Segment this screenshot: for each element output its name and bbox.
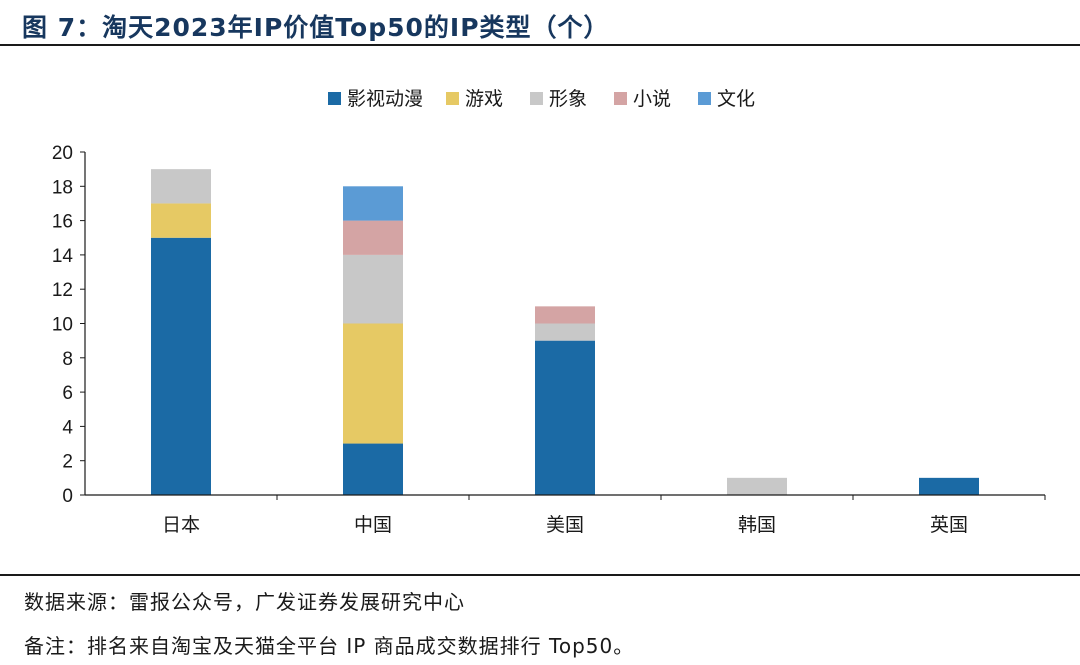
x-tick-label: 英国 bbox=[930, 514, 968, 536]
bar-1-series-2 bbox=[151, 203, 211, 238]
chart-legend: 影视动漫 游戏 形象 小说 文化 bbox=[328, 88, 755, 110]
legend-item-4: 小说 bbox=[614, 88, 671, 110]
bar-5-series-1 bbox=[919, 477, 979, 495]
bar-3-series-4 bbox=[535, 306, 595, 324]
legend-item-3: 形象 bbox=[530, 88, 587, 110]
bar-1-series-3 bbox=[151, 169, 211, 204]
x-tick-label: 美国 bbox=[546, 514, 584, 536]
title-divider bbox=[0, 44, 1080, 46]
bar-2-series-4 bbox=[343, 220, 403, 255]
legend-swatch bbox=[530, 92, 543, 105]
y-tick-label: 0 bbox=[62, 486, 73, 507]
x-tick-label: 日本 bbox=[162, 514, 200, 536]
y-tick-label: 20 bbox=[52, 143, 73, 164]
legend-swatch bbox=[698, 92, 711, 105]
bar-1-series-1 bbox=[151, 237, 211, 495]
bar-3-series-3 bbox=[535, 323, 595, 341]
legend-swatch bbox=[328, 92, 341, 105]
legend-label: 游戏 bbox=[465, 88, 503, 110]
source-note: 数据来源：雷报公众号，广发证券发展研究中心 bbox=[24, 590, 465, 614]
x-tick-label: 韩国 bbox=[738, 514, 776, 536]
y-tick-label: 8 bbox=[62, 349, 73, 370]
legend-swatch bbox=[614, 92, 627, 105]
legend-label: 形象 bbox=[549, 88, 587, 110]
legend-item-5: 文化 bbox=[698, 88, 755, 110]
legend-swatch bbox=[446, 92, 459, 105]
chart-axes: 日本 中国 美国 韩国 英国 0 2 4 6 8 10 12 14 16 18 20 bbox=[52, 143, 1046, 536]
y-tick-label: 16 bbox=[52, 212, 73, 233]
x-tick-label: 中国 bbox=[354, 514, 392, 536]
bar-2-series-1 bbox=[343, 443, 403, 495]
legend-label: 小说 bbox=[633, 88, 671, 110]
legend-item-2: 游戏 bbox=[446, 88, 503, 110]
y-tick-label: 10 bbox=[52, 315, 73, 336]
bar-2-series-2 bbox=[343, 323, 403, 444]
figure-title: 图 7：淘天2023年IP价值Top50的IP类型（个） bbox=[22, 13, 610, 42]
stacked-bar-chart: 影视动漫 游戏 形象 小说 文化 日本 中国 美国 韩国 英国 0 2 4 6 8 10 12 14 16 18 20 bbox=[52, 88, 1046, 536]
y-tick-label: 6 bbox=[62, 383, 73, 404]
y-tick-label: 18 bbox=[52, 177, 73, 198]
bar-3-series-1 bbox=[535, 340, 595, 495]
y-tick-label: 2 bbox=[62, 452, 73, 473]
remark-note: 备注：排名来自淘宝及天猫全平台 IP 商品成交数据排行 Top50。 bbox=[24, 634, 635, 658]
footer-divider bbox=[0, 574, 1080, 576]
bar-2-series-3 bbox=[343, 254, 403, 324]
chart-bars bbox=[151, 169, 979, 495]
y-tick-label: 14 bbox=[52, 246, 74, 267]
legend-label: 文化 bbox=[717, 88, 755, 110]
bar-4-series-3 bbox=[727, 477, 787, 495]
legend-label: 影视动漫 bbox=[347, 88, 423, 110]
y-tick-label: 4 bbox=[62, 417, 73, 438]
bar-2-series-5 bbox=[343, 186, 403, 221]
legend-item-1: 影视动漫 bbox=[328, 88, 423, 110]
y-tick-label: 12 bbox=[52, 280, 73, 301]
